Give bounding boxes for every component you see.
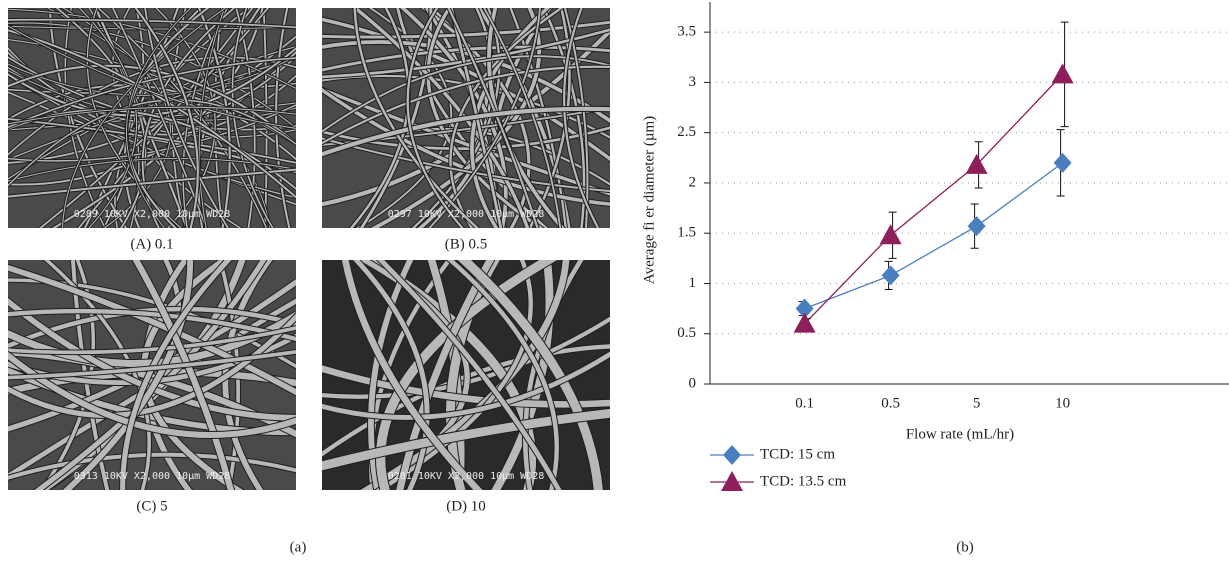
fiber [322,40,610,124]
marker [965,153,988,174]
fiber [8,168,296,198]
fiber [322,408,610,471]
fiber [62,260,194,490]
fiber [134,8,199,228]
fiber [563,8,589,228]
y-tick-label: 0.5 [677,325,696,341]
image-caption: (A) 0.1 [130,236,173,252]
fiber [8,306,296,349]
fiber [8,264,296,396]
legend-marker [721,471,743,491]
fiber [322,351,610,420]
series-line [804,73,1064,325]
fiber [132,260,235,490]
fiber [447,8,539,228]
fiber [8,157,296,182]
fiber [542,8,586,228]
fiber [51,8,264,228]
fiber [396,8,549,228]
marker [1051,63,1074,84]
fiber [34,260,267,490]
y-tick-label: 3 [689,74,697,90]
scale-text: 0289 10KV X2,000 10µm WD28 [74,209,231,220]
fiber [8,367,296,436]
panel-label: (b) [956,539,974,555]
x-tick-label: 0.5 [881,395,900,411]
fiber [522,260,584,490]
fiber [322,55,610,133]
fiber [8,25,296,129]
fiber [8,99,296,187]
legend-label: TCD: 13.5 cm [760,473,847,489]
fiber [457,260,603,490]
marker [793,312,816,333]
fiber [198,8,226,228]
marker [879,224,902,245]
fiber [428,8,541,228]
fiber [120,260,232,490]
fiber [483,8,562,228]
fiber [55,8,147,228]
fiber [563,8,600,228]
y-axis-label: Average fi er diameter (µm) [641,116,657,284]
fiber [377,260,562,490]
fiber [8,326,296,355]
marker [795,298,814,319]
scale-text: 0313 10KV X2,000 10µm WD28 [74,471,231,482]
fiber [8,104,296,162]
fiber [406,8,464,228]
y-tick-label: 2 [689,174,697,190]
x-tick-label: 0.1 [795,395,814,411]
legend-label: TCD: 15 cm [760,446,835,462]
scale-text: 0281 10KV X2,000 10µm WD28 [388,471,545,482]
fiber [8,351,296,438]
fiber [43,260,151,490]
scale-text: 0297 10KV X2,000 10µm WD28 [388,209,545,220]
x-tick-label: 5 [973,395,981,411]
fiber [341,260,483,490]
fiber [352,260,430,490]
y-tick-label: 0 [689,375,697,391]
y-tick-label: 1 [689,275,697,291]
fiber [8,350,296,380]
fiber [126,8,192,228]
fiber [322,365,610,408]
y-tick-label: 2.5 [677,124,696,140]
fiber [78,8,138,228]
marker [881,265,900,286]
fiber [322,65,610,145]
fiber [8,18,296,29]
x-axis-label: Flow rate (mL/hr) [906,426,1014,442]
fiber [368,260,414,490]
fiber [376,260,558,490]
fiber [8,313,296,418]
fiber [353,8,480,228]
fiber [322,106,610,157]
image-caption: (B) 0.5 [445,236,488,252]
legend-marker [723,445,741,465]
fiber [8,106,296,125]
fiber [8,84,296,161]
marker [1053,152,1072,173]
fiber [8,452,296,480]
sem-image: 0281 10KV X2,000 10µm WD28 [322,260,610,490]
series-line [804,162,1063,310]
fiber [8,39,296,145]
image-caption: (D) 10 [446,498,486,514]
sem-image: 0313 10KV X2,000 10µm WD28 [8,260,296,490]
y-tick-label: 3.5 [677,24,696,40]
y-tick-label: 1.5 [677,225,696,241]
fiber [322,20,610,39]
marker [967,216,986,237]
fiber [8,57,296,129]
panel-label: (a) [290,539,307,555]
fiber [8,50,296,186]
fiber [446,260,559,490]
sem-image: 0289 10KV X2,000 10µm WD28 [8,8,296,228]
fiber [275,8,291,228]
sem-image: 0297 10KV X2,000 10µm WD28 [322,8,610,228]
x-tick-label: 10 [1055,395,1070,411]
image-caption: (C) 5 [136,498,167,514]
